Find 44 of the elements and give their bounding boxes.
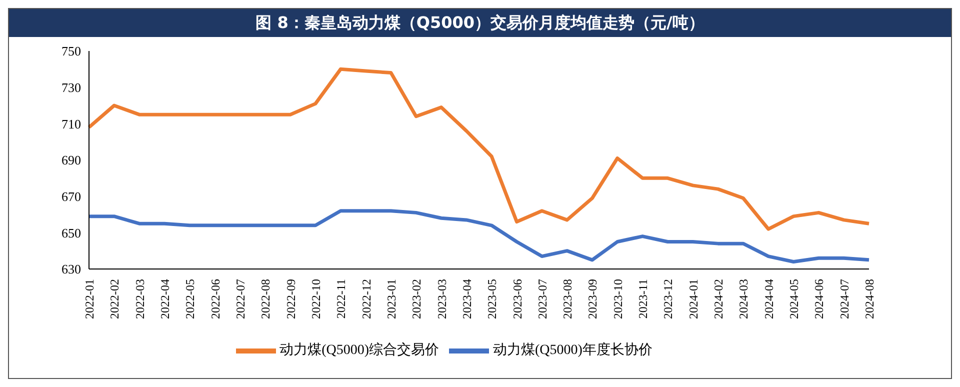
y-tick-label: 630 xyxy=(62,262,81,277)
y-tick-label: 690 xyxy=(62,152,81,168)
x-tick-label: 2023-04 xyxy=(460,279,474,319)
x-tick-label: 2024-02 xyxy=(712,279,726,319)
line-series xyxy=(87,67,871,231)
chart-title: 图 8：秦皇岛动力煤（Q5000）交易价月度均值走势（元/吨） xyxy=(9,9,951,37)
x-tick-label: 2024-03 xyxy=(736,279,751,319)
y-tick-label: 730 xyxy=(62,80,81,95)
x-tick-label: 2022-07 xyxy=(233,279,248,319)
x-tick-label: 2023-08 xyxy=(560,279,575,319)
x-tick-label: 2022-02 xyxy=(108,279,122,319)
x-tick-label: 2022-05 xyxy=(183,279,198,319)
x-tick-label: 2023-07 xyxy=(535,279,550,319)
x-tick-label: 2022-11 xyxy=(334,279,348,319)
x-tick-label: 2024-07 xyxy=(837,279,852,319)
x-tick-label: 2024-06 xyxy=(812,279,826,319)
x-tick-label: 2024-05 xyxy=(787,279,802,319)
x-tick-label: 2023-12 xyxy=(661,279,676,319)
x-tick-label: 2023-03 xyxy=(434,279,449,319)
x-tick-label: 2023-05 xyxy=(485,279,500,319)
y-tick-label: 710 xyxy=(62,116,81,132)
y-tick-label: 670 xyxy=(62,188,81,204)
legend-label: 动力煤(Q5000)综合交易价 xyxy=(280,343,439,358)
x-tick-label: 2022-04 xyxy=(158,279,172,319)
x-tick-label: 2022-09 xyxy=(284,279,298,319)
x-tick-label: 2022-08 xyxy=(258,279,273,319)
x-tick-label: 2022-12 xyxy=(359,279,374,319)
y-tick-label: 750 xyxy=(62,44,81,59)
x-tick-label: 2022-06 xyxy=(208,279,222,319)
x-tick-label: 2024-01 xyxy=(686,279,700,319)
x-tick-label: 2023-01 xyxy=(384,279,398,319)
x-tick-label: 2024-04 xyxy=(762,279,776,319)
x-tick-label: 2022-03 xyxy=(132,279,147,319)
x-tick-label: 2023-10 xyxy=(610,279,625,319)
x-tick-label: 2023-02 xyxy=(410,279,424,319)
x-tick-label: 2023-11 xyxy=(636,279,650,319)
legend-label: 动力煤(Q5000)年度长协价 xyxy=(493,343,652,358)
x-tick-label: 2022-10 xyxy=(308,279,323,319)
x-tick-label: 2022-01 xyxy=(82,279,97,319)
x-tick-label: 2024-08 xyxy=(862,279,877,319)
y-tick-label: 650 xyxy=(62,225,81,240)
line-series xyxy=(87,209,871,264)
x-tick-label: 2023-06 xyxy=(510,279,524,319)
x-tick-label: 2023-09 xyxy=(586,279,600,319)
